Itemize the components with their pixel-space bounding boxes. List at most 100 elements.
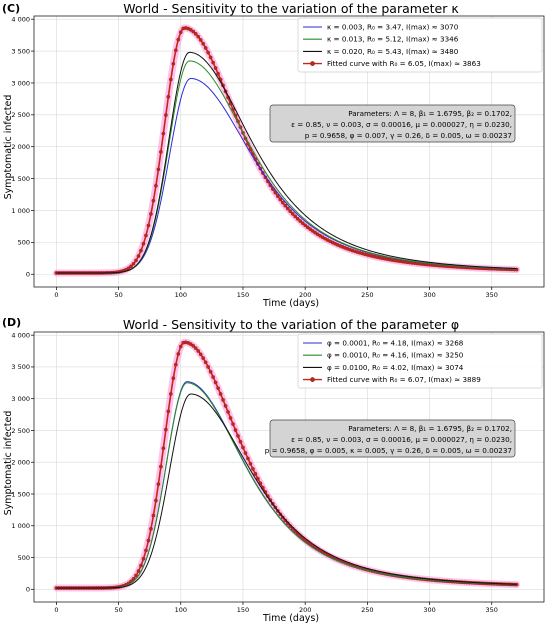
- y-tick-label: 0: [26, 271, 30, 279]
- fitted-curve-marker: [198, 352, 203, 357]
- legend-label: κ = 0.013, R₀ = 5.12, I(max) ≈ 3346: [327, 35, 459, 44]
- series-line-blue: [56, 381, 517, 589]
- fitted-curve-marker: [159, 464, 163, 469]
- fitted-curve-marker: [228, 416, 233, 420]
- fitted-curve-marker: [191, 343, 196, 348]
- panel-c-yticks: 0 500 1 000 1 500 2 000 2 500 3 000 3 500 4 000: [11, 15, 34, 279]
- fitted-curve-marker: [149, 526, 153, 531]
- x-tick-label: 300: [423, 606, 435, 614]
- fitted-curve-marker: [178, 30, 183, 35]
- fitted-curve-marker: [288, 209, 293, 214]
- fitted-curve-marker: [216, 71, 220, 76]
- panel-c-plot-frame: [33, 15, 545, 288]
- legend-swatch-marker: [310, 377, 315, 382]
- y-tick-label: 1 500: [11, 490, 30, 498]
- x-tick-label: 0: [54, 606, 58, 614]
- y-tick-label: 0: [26, 586, 30, 594]
- fitted-curve-marker: [290, 212, 295, 216]
- fitted-curve-marker: [164, 427, 168, 432]
- panel-d-legend-box: [297, 333, 543, 389]
- series-line-green: [56, 382, 517, 589]
- x-tick-label: 250: [361, 606, 373, 614]
- fitted-curve-marker: [293, 214, 298, 219]
- panel-d-xticks: 0 50 100 150 200 250 300 350: [54, 602, 498, 614]
- panel-d-legend-entries: φ = 0.0001, R₀ = 4.18, I(max) ≈ 3268 φ = …: [303, 339, 481, 384]
- panel-c: (C) World - Sensitivity to the variation…: [2, 1, 545, 309]
- fitted-curve-marker: [173, 48, 178, 53]
- y-tick-label: 4 000: [11, 15, 30, 23]
- fitted-curve-marker: [303, 223, 308, 228]
- fitted-curve-marker: [171, 61, 176, 66]
- legend-label: Fitted curve with R₀ = 6.07, I(max) ≈ 38…: [327, 375, 481, 384]
- fitted-curve-marker: [136, 569, 141, 573]
- fitted-curve-marker: [178, 344, 183, 349]
- y-tick-label: 1 000: [11, 522, 30, 530]
- fitted-curve-marker: [176, 37, 181, 42]
- legend-label: φ = 0.0010, R₀ = 4.16, I(max) ≈ 3250: [327, 351, 464, 360]
- y-tick-label: 500: [18, 554, 30, 562]
- fitted-curve-marker: [238, 439, 243, 444]
- panel-c-parameter-line-1: Parameters: Λ = 8, β₁ = 1.6795, β₂ = 0.1…: [348, 109, 512, 118]
- y-tick-label: 2 000: [11, 459, 30, 467]
- fitted-curve-marker: [191, 29, 196, 34]
- panel-d-parameter-box-bg: [269, 419, 516, 458]
- panel-c-parameter-line-3: p = 0.9658, φ = 0.007, γ = 0.26, δ = 0.0…: [305, 131, 512, 140]
- fitted-curve-marker: [168, 77, 173, 82]
- fitted-curve-marker: [233, 428, 238, 432]
- fitted-curve-marker: [188, 342, 193, 346]
- x-tick-label: 300: [423, 291, 435, 299]
- fitted-curve-marker: [139, 248, 143, 253]
- fitted-curve-marker: [151, 513, 156, 518]
- fitted-curve-marker: [159, 150, 163, 154]
- fitted-curve-marker: [278, 197, 283, 202]
- fitted-curve-marker: [243, 451, 248, 455]
- panel-d-curves: [52, 338, 521, 592]
- fitted-curve-marker: [310, 229, 315, 233]
- fitted-curve-marker: [134, 258, 138, 263]
- fitted-curve-marker: [298, 219, 303, 223]
- fitted-curve-marker: [206, 50, 210, 55]
- fitted-curve-marker: [168, 392, 173, 396]
- fitted-curve-marker: [151, 198, 156, 203]
- fitted-curve-marker: [149, 212, 153, 216]
- panel-c-ylabel: Symptomatic infected: [3, 95, 14, 200]
- fitted-curve-marker: [218, 392, 223, 396]
- y-tick-label: 1 000: [11, 207, 30, 215]
- x-tick-label: 150: [237, 291, 249, 299]
- fitted-curve-marker: [231, 422, 235, 426]
- x-tick-label: 350: [486, 606, 498, 614]
- fitted-curve-marker: [305, 225, 310, 230]
- y-tick-label: 3 500: [11, 363, 30, 371]
- y-tick-label: 4 000: [11, 331, 30, 339]
- legend-label: φ = 0.0001, R₀ = 4.18, I(max) ≈ 3268: [327, 339, 464, 348]
- fitted-curve-marker: [144, 548, 148, 553]
- fitted-curve-marker: [193, 31, 198, 36]
- fitted-curve-marker: [283, 203, 288, 208]
- panel-d-legend: φ = 0.0001, R₀ = 4.18, I(max) ≈ 3268 φ = …: [297, 333, 543, 389]
- panel-c-legend: κ = 0.003, R₀ = 3.47, I(max) ≈ 3070 κ = 0…: [297, 17, 543, 73]
- fitted-curve-marker: [211, 375, 215, 379]
- fitted-curve-marker: [211, 60, 215, 65]
- fitted-curve-marker: [241, 445, 245, 450]
- fitted-curve-marker: [223, 404, 228, 408]
- series-line-black: [56, 393, 517, 589]
- fitted-curve-marker: [248, 461, 253, 466]
- fitted-curve-marker: [154, 498, 158, 503]
- x-tick-label: 50: [114, 291, 122, 299]
- fitted-curve-marker: [246, 456, 250, 461]
- legend-label: κ = 0.003, R₀ = 3.47, I(max) ≈ 3070: [327, 23, 459, 32]
- fitted-curve-marker: [256, 476, 260, 481]
- fitted-curve-marker: [154, 183, 158, 188]
- fitted-curve-marker: [134, 573, 138, 578]
- x-tick-label: 250: [361, 291, 373, 299]
- fitted-curve-marker: [161, 446, 166, 451]
- panel-d-plot-frame: [33, 331, 545, 603]
- panel-d-title: World - Sensitivity to the variation of …: [123, 317, 459, 332]
- fitted-curve-marker: [146, 538, 151, 543]
- series-line-green: [56, 60, 517, 274]
- fitted-curve-marker: [156, 482, 161, 486]
- fitted-curve-marker: [171, 376, 176, 381]
- fitted-curve-marker: [253, 472, 258, 476]
- fitted-curve-marker: [193, 346, 198, 350]
- fitted-curve-marker: [216, 386, 220, 390]
